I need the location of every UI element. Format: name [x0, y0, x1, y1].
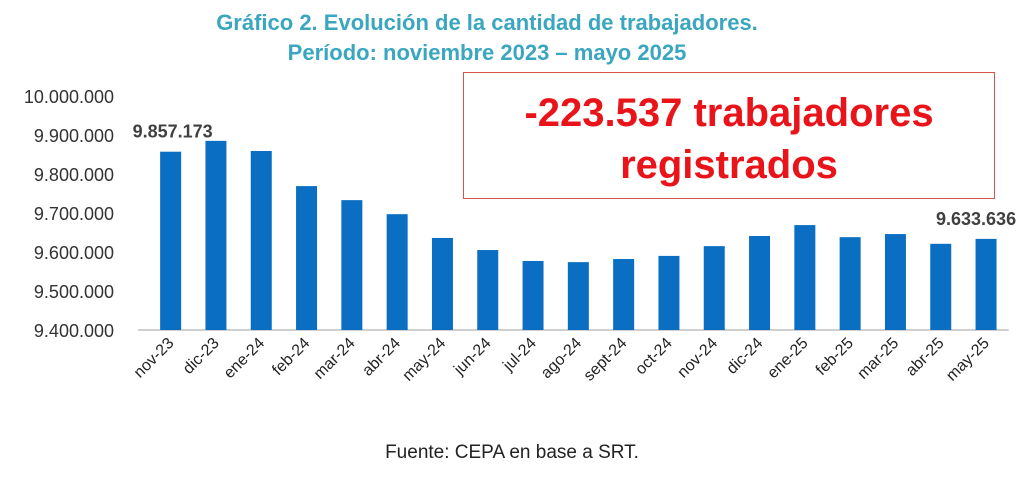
x-tick-label: sept-24	[581, 335, 631, 385]
y-tick-label: 9.700.000	[34, 204, 114, 224]
annotation-line-1: -223.537 trabajadores	[524, 91, 934, 135]
annotation-box: -223.537 trabajadores registrados	[463, 72, 995, 199]
x-tick-label: feb-25	[813, 335, 857, 379]
x-tick-label: ene-25	[764, 335, 811, 382]
bar-may-24	[431, 237, 453, 330]
bar-abr-24	[386, 214, 408, 330]
bar-ene-25	[794, 225, 816, 330]
x-tick-label: jun-24	[450, 335, 494, 379]
x-tick-label: dic-24	[724, 335, 767, 378]
chart-subtitle: Período: noviembre 2023 – mayo 2025	[287, 40, 687, 65]
chart-title: Gráfico 2. Evolución de la cantidad de t…	[216, 10, 758, 35]
x-tick-label: may-24	[400, 335, 450, 385]
bar-ago-24	[567, 262, 589, 330]
x-tick-label: oct-24	[632, 335, 676, 379]
bar-ene-24	[250, 150, 272, 330]
bar-abr-25	[930, 243, 952, 330]
y-tick-label: 9.900.000	[34, 126, 114, 146]
x-tick-label: may-25	[943, 335, 993, 385]
x-tick-label: abr-25	[903, 335, 948, 380]
bar-feb-25	[839, 237, 861, 330]
y-tick-label: 9.500.000	[34, 282, 114, 302]
y-tick-label: 10.000.000	[24, 87, 114, 107]
y-tick-label: 9.800.000	[34, 165, 114, 185]
bar-mar-25	[884, 234, 906, 330]
bar-dic-23	[205, 140, 227, 330]
bar-nov-23	[160, 151, 182, 330]
x-tick-label: ene-24	[221, 335, 268, 382]
bar-sept-24	[613, 259, 635, 330]
x-tick-label: nov-24	[674, 335, 721, 382]
annotation-line-2: registrados	[620, 143, 838, 187]
source-note: Fuente: CEPA en base a SRT.	[385, 442, 639, 463]
bar-jul-24	[522, 260, 544, 330]
x-tick-label: mar-24	[311, 335, 359, 383]
x-tick-label: dic-23	[180, 335, 223, 378]
y-tick-label: 9.600.000	[34, 243, 114, 263]
bar-jun-24	[477, 250, 499, 330]
x-tick-label: nov-23	[131, 335, 178, 382]
bar-may-25	[975, 238, 997, 330]
x-tick-label: feb-24	[269, 335, 313, 379]
x-tick-label: ago-24	[538, 335, 585, 382]
bar-feb-24	[296, 186, 318, 330]
bar-dic-24	[749, 236, 771, 330]
bar-oct-24	[658, 255, 680, 330]
y-tick-label: 9.400.000	[34, 321, 114, 341]
data-label: 9.857.173	[133, 122, 213, 142]
bar-mar-24	[341, 200, 363, 330]
x-tick-label: mar-25	[854, 335, 902, 383]
x-tick-label: jul-24	[499, 335, 539, 375]
x-tick-label: abr-24	[359, 335, 404, 380]
bar-nov-24	[703, 246, 725, 330]
data-label: 9.633.636	[936, 209, 1016, 229]
